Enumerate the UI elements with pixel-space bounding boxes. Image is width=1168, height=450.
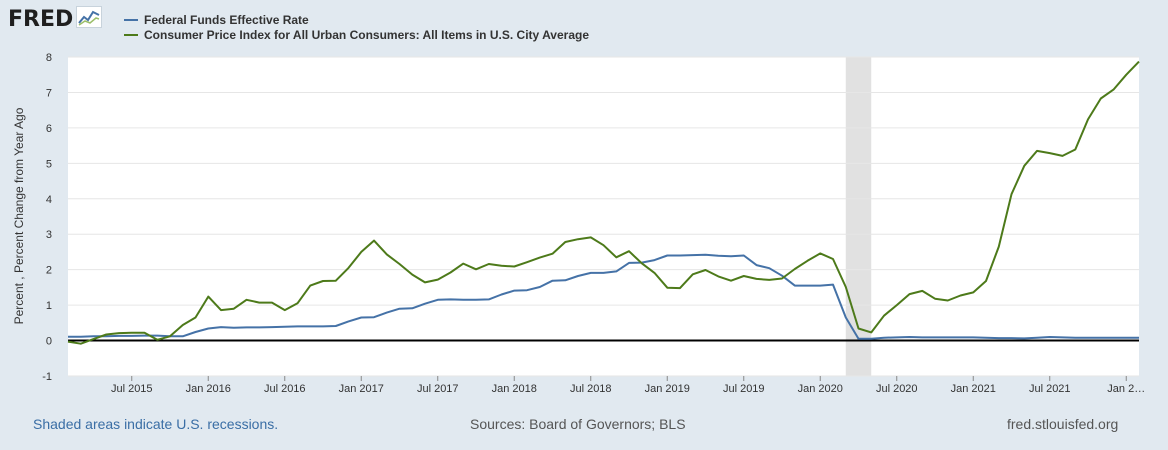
y-tick-label: 2: [46, 265, 52, 277]
x-tick-label: Jan 2020: [798, 383, 843, 395]
legend-item-fed-funds[interactable]: Federal Funds Effective Rate: [124, 12, 589, 27]
legend-label-cpi: Consumer Price Index for All Urban Consu…: [144, 27, 589, 42]
x-tick-label: Jan 2…: [1107, 383, 1145, 395]
chart-area: -1 0 1 2 3 4 5 6 7 8 Jul 2015 Jan 2016 Jul 2016 Jan …: [0, 40, 1168, 400]
x-tick-label: Jan 2021: [951, 383, 996, 395]
x-tick-label: Jan 2019: [645, 383, 690, 395]
series-line-cpi[interactable]: [67, 60, 1140, 345]
plot-background: [68, 57, 1139, 376]
y-tick-label: 7: [46, 87, 52, 99]
chart-legend: Federal Funds Effective Rate Consumer Pr…: [124, 12, 589, 42]
logo-text: FRED: [8, 7, 74, 32]
x-tick-label: Jan 2016: [186, 383, 231, 395]
y-tick-label: 3: [46, 229, 52, 241]
x-tick-label: Jul 2017: [417, 383, 459, 395]
y-axis-label: Percent , Percent Change from Year Ago: [12, 107, 26, 324]
grid-layer: [68, 56, 1139, 377]
y-axis: -1 0 1 2 3 4 5 6 7 8: [42, 52, 52, 383]
series-line-fed-funds[interactable]: [68, 253, 1139, 340]
y-tick-label: 8: [46, 52, 52, 64]
y-tick-label: 5: [46, 158, 52, 170]
y-tick-label: 1: [46, 300, 52, 312]
footer: Shaded areas indicate U.S. recessions. S…: [0, 416, 1168, 436]
sources-note: Sources: Board of Governors; BLS: [470, 416, 686, 432]
y-tick-label: 0: [46, 336, 52, 348]
legend-label-fed-funds: Federal Funds Effective Rate: [144, 12, 309, 27]
x-tick-label: Jul 2015: [111, 383, 153, 395]
y-tick-label: -1: [42, 371, 52, 383]
x-tick-label: Jul 2020: [876, 383, 918, 395]
fred-logo[interactable]: FRED: [8, 6, 103, 33]
legend-item-cpi[interactable]: Consumer Price Index for All Urban Consu…: [124, 27, 589, 42]
y-tick-label: 4: [46, 194, 52, 206]
line-chart[interactable]: -1 0 1 2 3 4 5 6 7 8 Jul 2015 Jan 2016 Jul 2016 Jan …: [0, 40, 1168, 400]
x-tick-label: Jul 2018: [570, 383, 612, 395]
x-tick-label: Jul 2016: [264, 383, 306, 395]
legend-swatch-fed-funds: [124, 18, 138, 21]
legend-swatch-cpi: [124, 33, 138, 36]
series-layer: [67, 60, 1140, 345]
site-link[interactable]: fred.stlouisfed.org: [1007, 416, 1119, 432]
line-chart-icon: [76, 6, 103, 33]
x-axis: Jul 2015 Jan 2016 Jul 2016 Jan 2017 Jul 2017…: [111, 376, 1145, 395]
x-tick-label: Jul 2021: [1029, 383, 1071, 395]
recession-note: Shaded areas indicate U.S. recessions.: [33, 416, 279, 432]
y-tick-label: 6: [46, 123, 52, 135]
x-tick-label: Jan 2018: [492, 383, 537, 395]
x-tick-label: Jan 2017: [339, 383, 384, 395]
x-tick-label: Jul 2019: [723, 383, 765, 395]
